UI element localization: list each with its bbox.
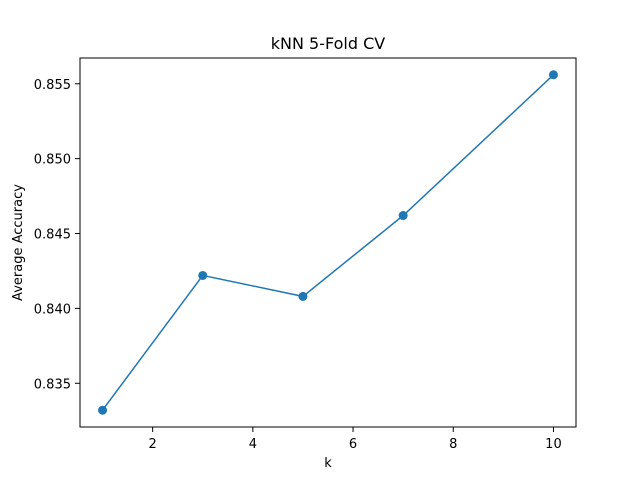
x-tick-label: 8 <box>449 437 457 452</box>
x-axis-ticks: 2 4 6 8 10 <box>149 427 562 452</box>
x-tick-label: 4 <box>249 437 257 452</box>
plot-area <box>80 58 576 427</box>
data-point <box>548 70 558 80</box>
x-tick-label: 6 <box>349 437 357 452</box>
data-point <box>198 270 208 280</box>
x-axis-title: k <box>324 456 332 471</box>
data-point <box>398 211 408 221</box>
y-tick-label: 0.845 <box>34 228 71 243</box>
plot-frame <box>79 57 577 428</box>
y-tick-label: 0.840 <box>34 302 71 317</box>
data-point <box>98 405 108 415</box>
x-tick-label: 10 <box>545 437 562 452</box>
series-points <box>98 70 558 415</box>
y-axis-ticks: 0.835 0.840 0.845 0.850 0.855 <box>34 78 80 392</box>
chart-title: kNN 5-Fold CV <box>271 34 386 53</box>
data-point <box>298 291 308 301</box>
y-tick-label: 0.850 <box>34 153 71 168</box>
x-tick-label: 2 <box>149 437 157 452</box>
y-tick-label: 0.835 <box>34 377 71 392</box>
y-axis-title: Average Accuracy <box>11 184 26 301</box>
y-tick-label: 0.855 <box>34 78 71 93</box>
